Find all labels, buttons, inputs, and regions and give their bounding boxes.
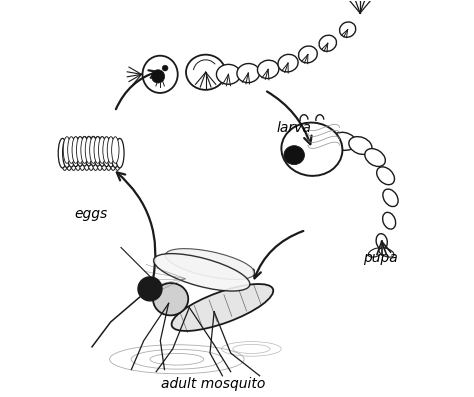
Ellipse shape (96, 142, 104, 170)
Ellipse shape (90, 137, 97, 163)
Ellipse shape (186, 55, 225, 90)
Ellipse shape (383, 212, 396, 229)
Ellipse shape (84, 137, 93, 166)
Ellipse shape (98, 137, 107, 166)
Ellipse shape (74, 142, 82, 170)
Ellipse shape (383, 189, 398, 206)
Ellipse shape (331, 132, 356, 150)
Ellipse shape (78, 142, 86, 170)
Ellipse shape (257, 60, 279, 79)
Ellipse shape (114, 142, 121, 170)
Ellipse shape (83, 142, 91, 170)
Ellipse shape (70, 142, 77, 170)
Ellipse shape (349, 137, 372, 154)
Ellipse shape (80, 137, 89, 166)
Ellipse shape (61, 142, 69, 170)
Ellipse shape (87, 142, 95, 170)
Ellipse shape (365, 148, 385, 166)
Ellipse shape (376, 234, 387, 249)
Ellipse shape (68, 137, 75, 163)
Text: larva: larva (276, 121, 311, 135)
Ellipse shape (85, 137, 92, 163)
Ellipse shape (319, 35, 337, 51)
Text: eggs: eggs (74, 207, 108, 221)
Ellipse shape (151, 70, 164, 83)
Ellipse shape (143, 56, 178, 93)
Ellipse shape (63, 137, 71, 163)
Ellipse shape (58, 139, 67, 168)
Ellipse shape (282, 123, 342, 176)
Ellipse shape (81, 137, 88, 163)
Text: pupa: pupa (363, 251, 398, 265)
Ellipse shape (93, 137, 102, 166)
Ellipse shape (112, 137, 119, 163)
Ellipse shape (99, 137, 106, 163)
Ellipse shape (115, 139, 124, 168)
Ellipse shape (138, 277, 162, 301)
Ellipse shape (109, 142, 117, 170)
Text: adult mosquito: adult mosquito (161, 377, 265, 391)
Ellipse shape (63, 138, 71, 168)
Ellipse shape (107, 137, 115, 167)
Ellipse shape (154, 254, 250, 291)
Ellipse shape (377, 167, 394, 185)
Ellipse shape (299, 46, 317, 63)
Ellipse shape (278, 54, 298, 72)
Ellipse shape (368, 248, 383, 257)
Ellipse shape (237, 64, 260, 83)
Ellipse shape (162, 65, 168, 71)
Ellipse shape (153, 283, 188, 315)
Ellipse shape (379, 248, 394, 257)
Ellipse shape (89, 137, 98, 166)
Ellipse shape (105, 142, 113, 170)
Ellipse shape (94, 137, 101, 163)
Ellipse shape (339, 22, 356, 37)
Ellipse shape (65, 142, 73, 170)
Ellipse shape (91, 142, 100, 170)
Ellipse shape (72, 137, 80, 167)
Ellipse shape (165, 249, 255, 279)
Ellipse shape (100, 142, 108, 170)
Ellipse shape (76, 137, 84, 163)
Ellipse shape (103, 137, 110, 163)
Ellipse shape (102, 137, 111, 167)
Ellipse shape (217, 64, 240, 84)
Ellipse shape (107, 137, 115, 163)
Ellipse shape (284, 146, 304, 165)
Ellipse shape (67, 137, 76, 167)
Ellipse shape (72, 137, 80, 163)
Ellipse shape (172, 284, 273, 331)
Ellipse shape (111, 138, 119, 168)
Ellipse shape (76, 137, 84, 166)
